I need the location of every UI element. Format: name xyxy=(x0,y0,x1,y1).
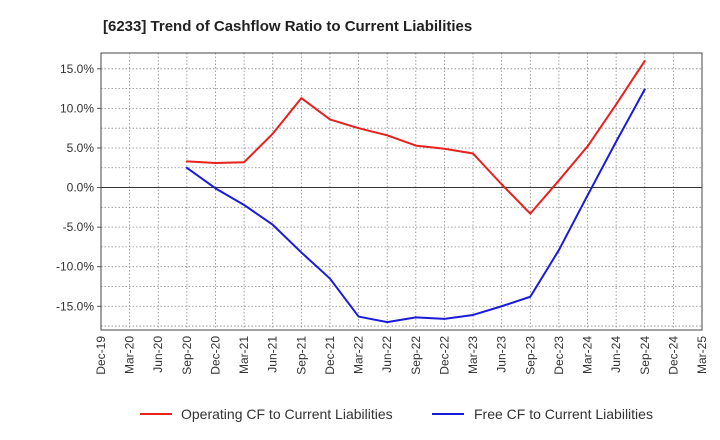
y-tick-label: 15.0% xyxy=(60,62,94,76)
x-tick-label: Jun-21 xyxy=(266,336,280,373)
y-tick-label: 5.0% xyxy=(67,141,95,155)
x-tick-label: Dec-23 xyxy=(552,336,566,375)
y-tick-label: 10.0% xyxy=(60,101,94,115)
legend-label-free-cf: Free CF to Current Liabilities xyxy=(474,406,653,422)
x-tick-label: Mar-21 xyxy=(237,336,251,374)
x-tick-label: Mar-22 xyxy=(352,336,366,374)
x-tick-label: Dec-19 xyxy=(94,336,108,375)
x-tick-label: Sep-24 xyxy=(638,336,652,375)
x-tick-label: Jun-24 xyxy=(609,336,623,373)
x-tick-label: Mar-24 xyxy=(581,336,595,374)
x-tick-label: Dec-22 xyxy=(437,336,451,375)
x-tick-label: Sep-23 xyxy=(523,336,537,375)
y-tick-label: -10.0% xyxy=(56,260,94,274)
x-tick-label: Mar-23 xyxy=(466,336,480,374)
x-tick-label: Sep-20 xyxy=(180,336,194,375)
plot-area: Dec-19 Mar-20 Jun-20 Sep-20 Dec-20 Mar-21 Jun-… xyxy=(56,52,709,375)
x-tick-label: Mar-20 xyxy=(123,336,137,374)
y-tick-label: -5.0% xyxy=(63,220,95,234)
plot-background xyxy=(101,53,702,330)
x-tick-label: Sep-22 xyxy=(409,336,423,375)
plot-border xyxy=(100,52,703,331)
legend-label-operating-cf: Operating CF to Current Liabilities xyxy=(181,406,393,422)
legend: Operating CF to Current Liabilities Free … xyxy=(140,406,653,422)
series-line-operating-cf xyxy=(185,59,646,215)
series-line-free-cf xyxy=(185,88,646,324)
chart-title: [6233] Trend of Cashflow Ratio to Curren… xyxy=(103,18,472,35)
x-tick-label: Jun-22 xyxy=(380,336,394,373)
x-tick-label: Dec-24 xyxy=(666,336,680,375)
x-tick-label: Jun-20 xyxy=(151,336,165,373)
x-tick-label: Jun-23 xyxy=(495,336,509,373)
x-tick-label: Dec-21 xyxy=(323,336,337,375)
x-tick-label: Dec-20 xyxy=(208,336,222,375)
x-tick-label: Sep-21 xyxy=(294,336,308,375)
y-tick-label: 0.0% xyxy=(67,181,95,195)
x-tick-label: Mar-25 xyxy=(695,336,709,374)
y-tick-label: -15.0% xyxy=(56,299,94,313)
